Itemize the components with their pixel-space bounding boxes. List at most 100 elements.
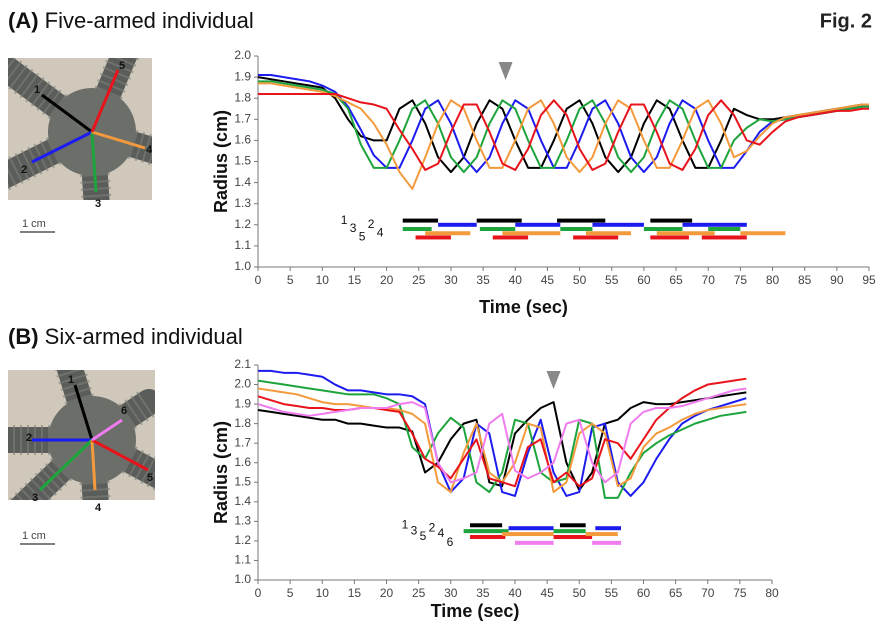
starfish-arm-edge: [83, 389, 155, 453]
y-tick-label: 1.1: [234, 553, 251, 567]
x-tick-label: 5: [287, 586, 294, 600]
photo: [8, 370, 155, 500]
activity-bar: [502, 231, 561, 236]
y-tick-label: 2.0: [234, 377, 251, 391]
x-tick-label: 65: [669, 586, 683, 600]
arm-label: 2: [21, 164, 27, 176]
y-tick-label: 1.8: [234, 90, 251, 104]
activity-label: 4: [438, 526, 445, 540]
series-line: [257, 76, 869, 174]
y-tick-label: 1.7: [234, 435, 251, 449]
arm-label: 5: [147, 472, 153, 484]
y-tick-label: 1.6: [234, 455, 251, 469]
activity-bar: [573, 235, 619, 240]
series-line: [257, 387, 747, 484]
x-tick-label: 35: [476, 586, 490, 600]
activity-label: 3: [350, 221, 357, 235]
activity-bar: [595, 526, 622, 531]
x-tick-label: 75: [733, 586, 747, 600]
x-tick-label: 95: [862, 273, 876, 287]
arm-label: 5: [119, 60, 125, 72]
y-tick-label: 1.7: [234, 111, 251, 125]
activity-bar: [508, 526, 554, 531]
x-tick-label: 10: [316, 273, 330, 287]
activity-label: 5: [359, 230, 366, 244]
x-tick-label: 30: [444, 586, 458, 600]
activity-bar: [470, 523, 503, 528]
x-tick-label: 85: [798, 273, 812, 287]
x-axis-title: Time (sec): [479, 297, 568, 317]
x-tick-label: 70: [701, 586, 715, 600]
arm-line: [41, 93, 93, 134]
activity-bar: [656, 231, 715, 236]
y-tick-label: 1.0: [234, 572, 251, 586]
y-tick-label: 1.8: [234, 416, 251, 430]
activity-bar: [643, 227, 683, 232]
x-tick-label: 0: [255, 586, 262, 600]
activity-bar: [708, 227, 741, 232]
x-tick-label: 60: [637, 586, 651, 600]
x-tick-label: 75: [734, 273, 748, 287]
arrow-marker: [498, 62, 513, 80]
arm-line: [38, 438, 94, 492]
activity-bar: [463, 529, 509, 534]
y-tick-label: 2.0: [234, 48, 251, 62]
x-tick-label: 50: [573, 273, 587, 287]
panel-label: (A): [8, 8, 39, 33]
x-tick-label: 50: [573, 586, 587, 600]
activity-bar: [559, 523, 586, 528]
y-axis-title: Radius (cm): [211, 110, 231, 213]
series-line: [258, 80, 869, 174]
x-tick-label: 10: [316, 586, 330, 600]
panel-label: (B): [8, 324, 39, 349]
x-tick-label: 45: [540, 586, 554, 600]
y-tick-label: 1.5: [234, 474, 251, 488]
arm-line: [90, 69, 120, 133]
activity-bar: [650, 218, 693, 223]
activity-bar: [585, 532, 618, 537]
arm-line: [90, 131, 98, 193]
scale-bar-label: 1 cm: [22, 530, 46, 542]
x-tick-label: 70: [702, 273, 716, 287]
series-line: [258, 92, 869, 171]
arm-label: 1: [34, 84, 40, 96]
activity-bar: [515, 540, 554, 545]
x-tick-label: 15: [348, 273, 362, 287]
x-tick-label: 80: [765, 586, 779, 600]
activity-bar: [553, 535, 593, 539]
x-tick-label: 25: [412, 586, 426, 600]
scale-bar-label: 1 cm: [22, 218, 46, 230]
y-tick-label: 1.9: [234, 396, 251, 410]
activity-bar: [515, 222, 561, 227]
activity-bar: [492, 235, 529, 240]
series-line: [257, 379, 747, 499]
activity-bar: [502, 532, 554, 537]
y-tick-label: 1.3: [234, 196, 251, 210]
series-line: [257, 377, 747, 488]
activity-label: 1: [341, 213, 348, 227]
arm-label: 6: [121, 405, 127, 417]
y-tick-label: 1.2: [234, 533, 251, 547]
activity-label: 1: [402, 517, 409, 531]
activity-bar: [402, 227, 432, 232]
activity-label: 3: [411, 523, 418, 537]
y-axis-title: Radius (cm): [211, 421, 231, 524]
arm-line: [91, 130, 146, 150]
x-tick-label: 0: [255, 273, 262, 287]
x-tick-label: 45: [541, 273, 555, 287]
y-tick-label: 1.4: [234, 494, 251, 508]
activity-label: 2: [368, 217, 375, 231]
activity-bar: [425, 231, 471, 236]
x-tick-label: 65: [669, 273, 683, 287]
x-tick-label: 55: [605, 273, 619, 287]
y-tick-label: 1.6: [234, 133, 251, 147]
y-tick-label: 1.5: [234, 154, 251, 168]
x-tick-label: 20: [380, 586, 394, 600]
activity-bar: [560, 227, 593, 232]
panel-title: (B) Six-armed individual: [8, 324, 243, 349]
activity-bar: [553, 529, 586, 534]
activity-bar: [682, 222, 747, 227]
y-tick-label: 1.2: [234, 217, 251, 231]
